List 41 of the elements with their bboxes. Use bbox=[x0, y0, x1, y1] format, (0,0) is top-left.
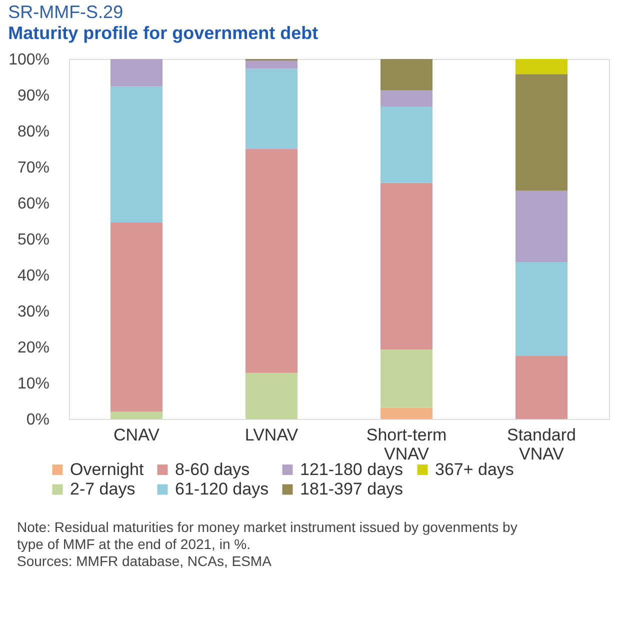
bar bbox=[516, 262, 568, 356]
legend-label: 2-7 days bbox=[70, 480, 136, 498]
y-tick-label: 40% bbox=[17, 268, 50, 284]
bar bbox=[380, 106, 432, 183]
legend-label: 181-397 days bbox=[300, 480, 404, 498]
legend-label: 8-60 days bbox=[175, 460, 250, 479]
bar bbox=[516, 74, 568, 191]
bar bbox=[380, 408, 432, 419]
legend-label: Overnight bbox=[70, 460, 144, 479]
bar bbox=[516, 59, 568, 74]
y-tick-label: 80% bbox=[17, 124, 50, 140]
bar bbox=[246, 148, 298, 373]
bar bbox=[380, 182, 432, 350]
bar bbox=[380, 59, 432, 90]
bar bbox=[110, 86, 162, 222]
bar bbox=[110, 412, 162, 419]
y-tick-label: 10% bbox=[17, 376, 50, 392]
bar bbox=[246, 372, 298, 419]
y-tick-label: 90% bbox=[17, 88, 50, 104]
source-note: Sources: MMFR database, NCAs, ESMA bbox=[17, 553, 272, 569]
text: Note: Residual maturities for money market instrument issued by govenments by type of MMF at the end of 2021, in %. bbox=[17, 519, 518, 552]
legend-label: 61-120 days bbox=[175, 480, 269, 498]
chart-subtitle: Maturity profile for government debt bbox=[8, 23, 318, 43]
y-tick-label: 100% bbox=[8, 52, 50, 68]
y-tick-label: 20% bbox=[17, 340, 50, 356]
bar bbox=[516, 356, 568, 419]
y-tick-label: 30% bbox=[17, 304, 50, 320]
bar bbox=[380, 350, 432, 408]
y-tick-label: 0% bbox=[26, 412, 50, 428]
y-tick-label: 50% bbox=[17, 232, 50, 248]
x-tick-label: CNAV bbox=[114, 426, 160, 444]
bar bbox=[246, 68, 298, 149]
bar bbox=[380, 90, 432, 107]
y-tick-label: 60% bbox=[17, 196, 50, 212]
bar bbox=[516, 190, 568, 262]
y-tick-label: 70% bbox=[17, 160, 50, 176]
bar bbox=[246, 60, 298, 69]
x-tick-label: LVNAV bbox=[244, 426, 299, 444]
bar bbox=[110, 222, 162, 412]
bar bbox=[110, 59, 162, 86]
chart-title: SR-MMF-S.29 bbox=[8, 2, 124, 22]
